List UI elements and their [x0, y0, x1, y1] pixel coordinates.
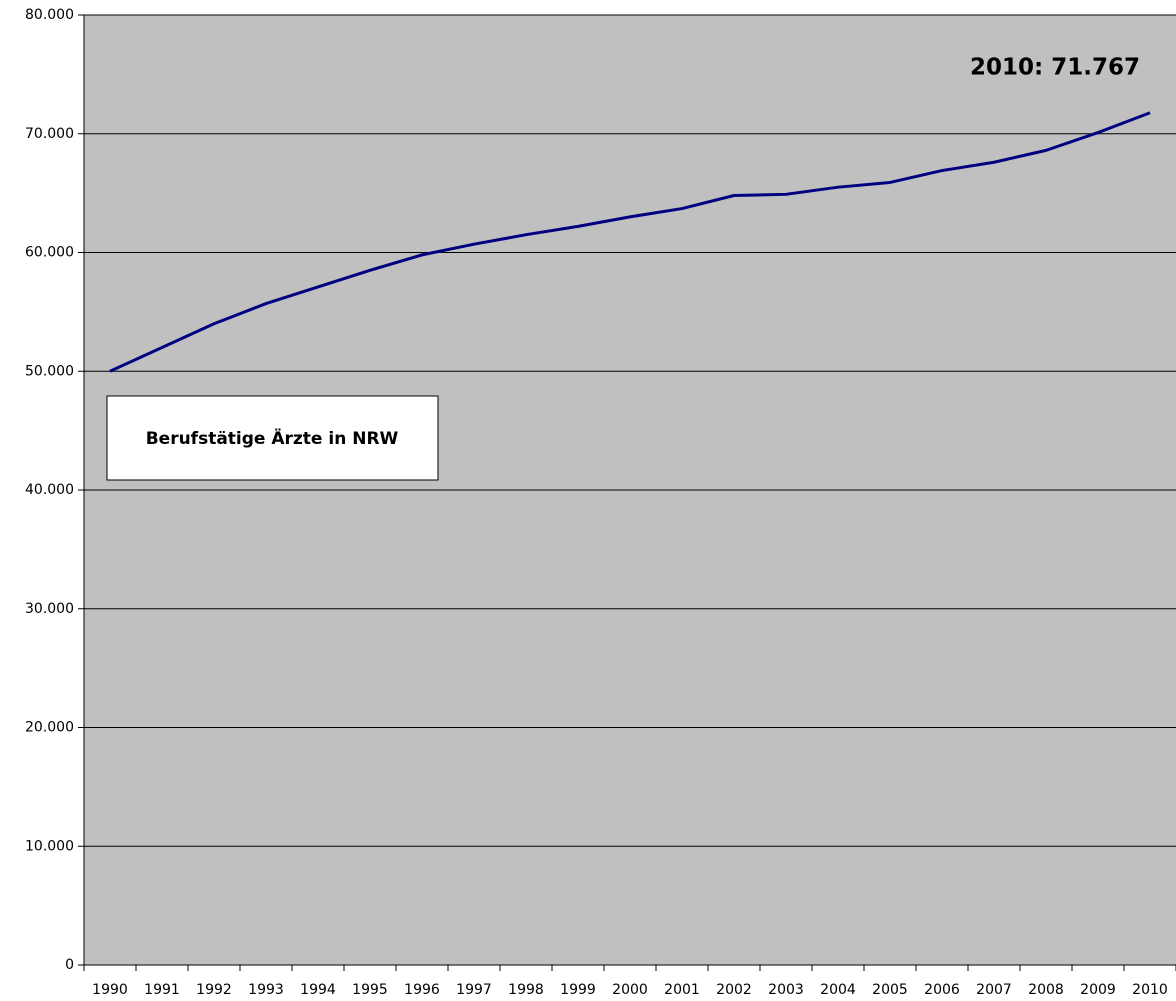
x-tick-label: 1999	[560, 982, 596, 998]
title-box	[106, 395, 439, 481]
y-tick-label: 50.000	[25, 363, 74, 379]
x-tick-label: 2010	[1132, 982, 1168, 998]
x-tick-label: 1994	[300, 982, 336, 998]
y-tick-label: 30.000	[25, 601, 74, 617]
y-tick-label: 20.000	[25, 720, 74, 736]
x-tick-label: 2007	[976, 982, 1012, 998]
x-tick-label: 2005	[872, 982, 908, 998]
annotation: 2010: 71.767	[970, 55, 1140, 81]
grid	[78, 14, 1176, 971]
y-tick-label: 70.000	[25, 126, 74, 142]
x-tick-label: 2003	[768, 982, 804, 998]
data-line	[109, 111, 1151, 373]
x-tick-label: 1998	[508, 982, 544, 998]
y-tick-label: 10.000	[25, 838, 74, 854]
x-tick-label: 1991	[144, 982, 180, 998]
marks	[109, 111, 1151, 373]
y-tick-label: 80.000	[25, 7, 74, 23]
x-tick-label: 1995	[352, 982, 388, 998]
x-tick-label: 2000	[612, 982, 648, 998]
x-tick-label: 1990	[92, 982, 128, 998]
x-tick-label: 2006	[924, 982, 960, 998]
x-tick-label: 2009	[1080, 982, 1116, 998]
x-tick-label: 1997	[456, 982, 492, 998]
x-tick-label: 1992	[196, 982, 232, 998]
y-tick-label: 0	[65, 957, 74, 973]
x-tick-label: 2002	[716, 982, 752, 998]
x-tick-label: 1993	[248, 982, 284, 998]
x-tick-label: 2001	[664, 982, 700, 998]
chart-title: Berufstätige Ärzte in NRW	[146, 427, 399, 449]
x-tick-label: 2008	[1028, 982, 1064, 998]
x-tick-label: 1996	[404, 982, 440, 998]
y-tick-label: 40.000	[25, 482, 74, 498]
y-tick-label: 60.000	[25, 245, 74, 261]
x-tick-label: 2004	[820, 982, 856, 998]
